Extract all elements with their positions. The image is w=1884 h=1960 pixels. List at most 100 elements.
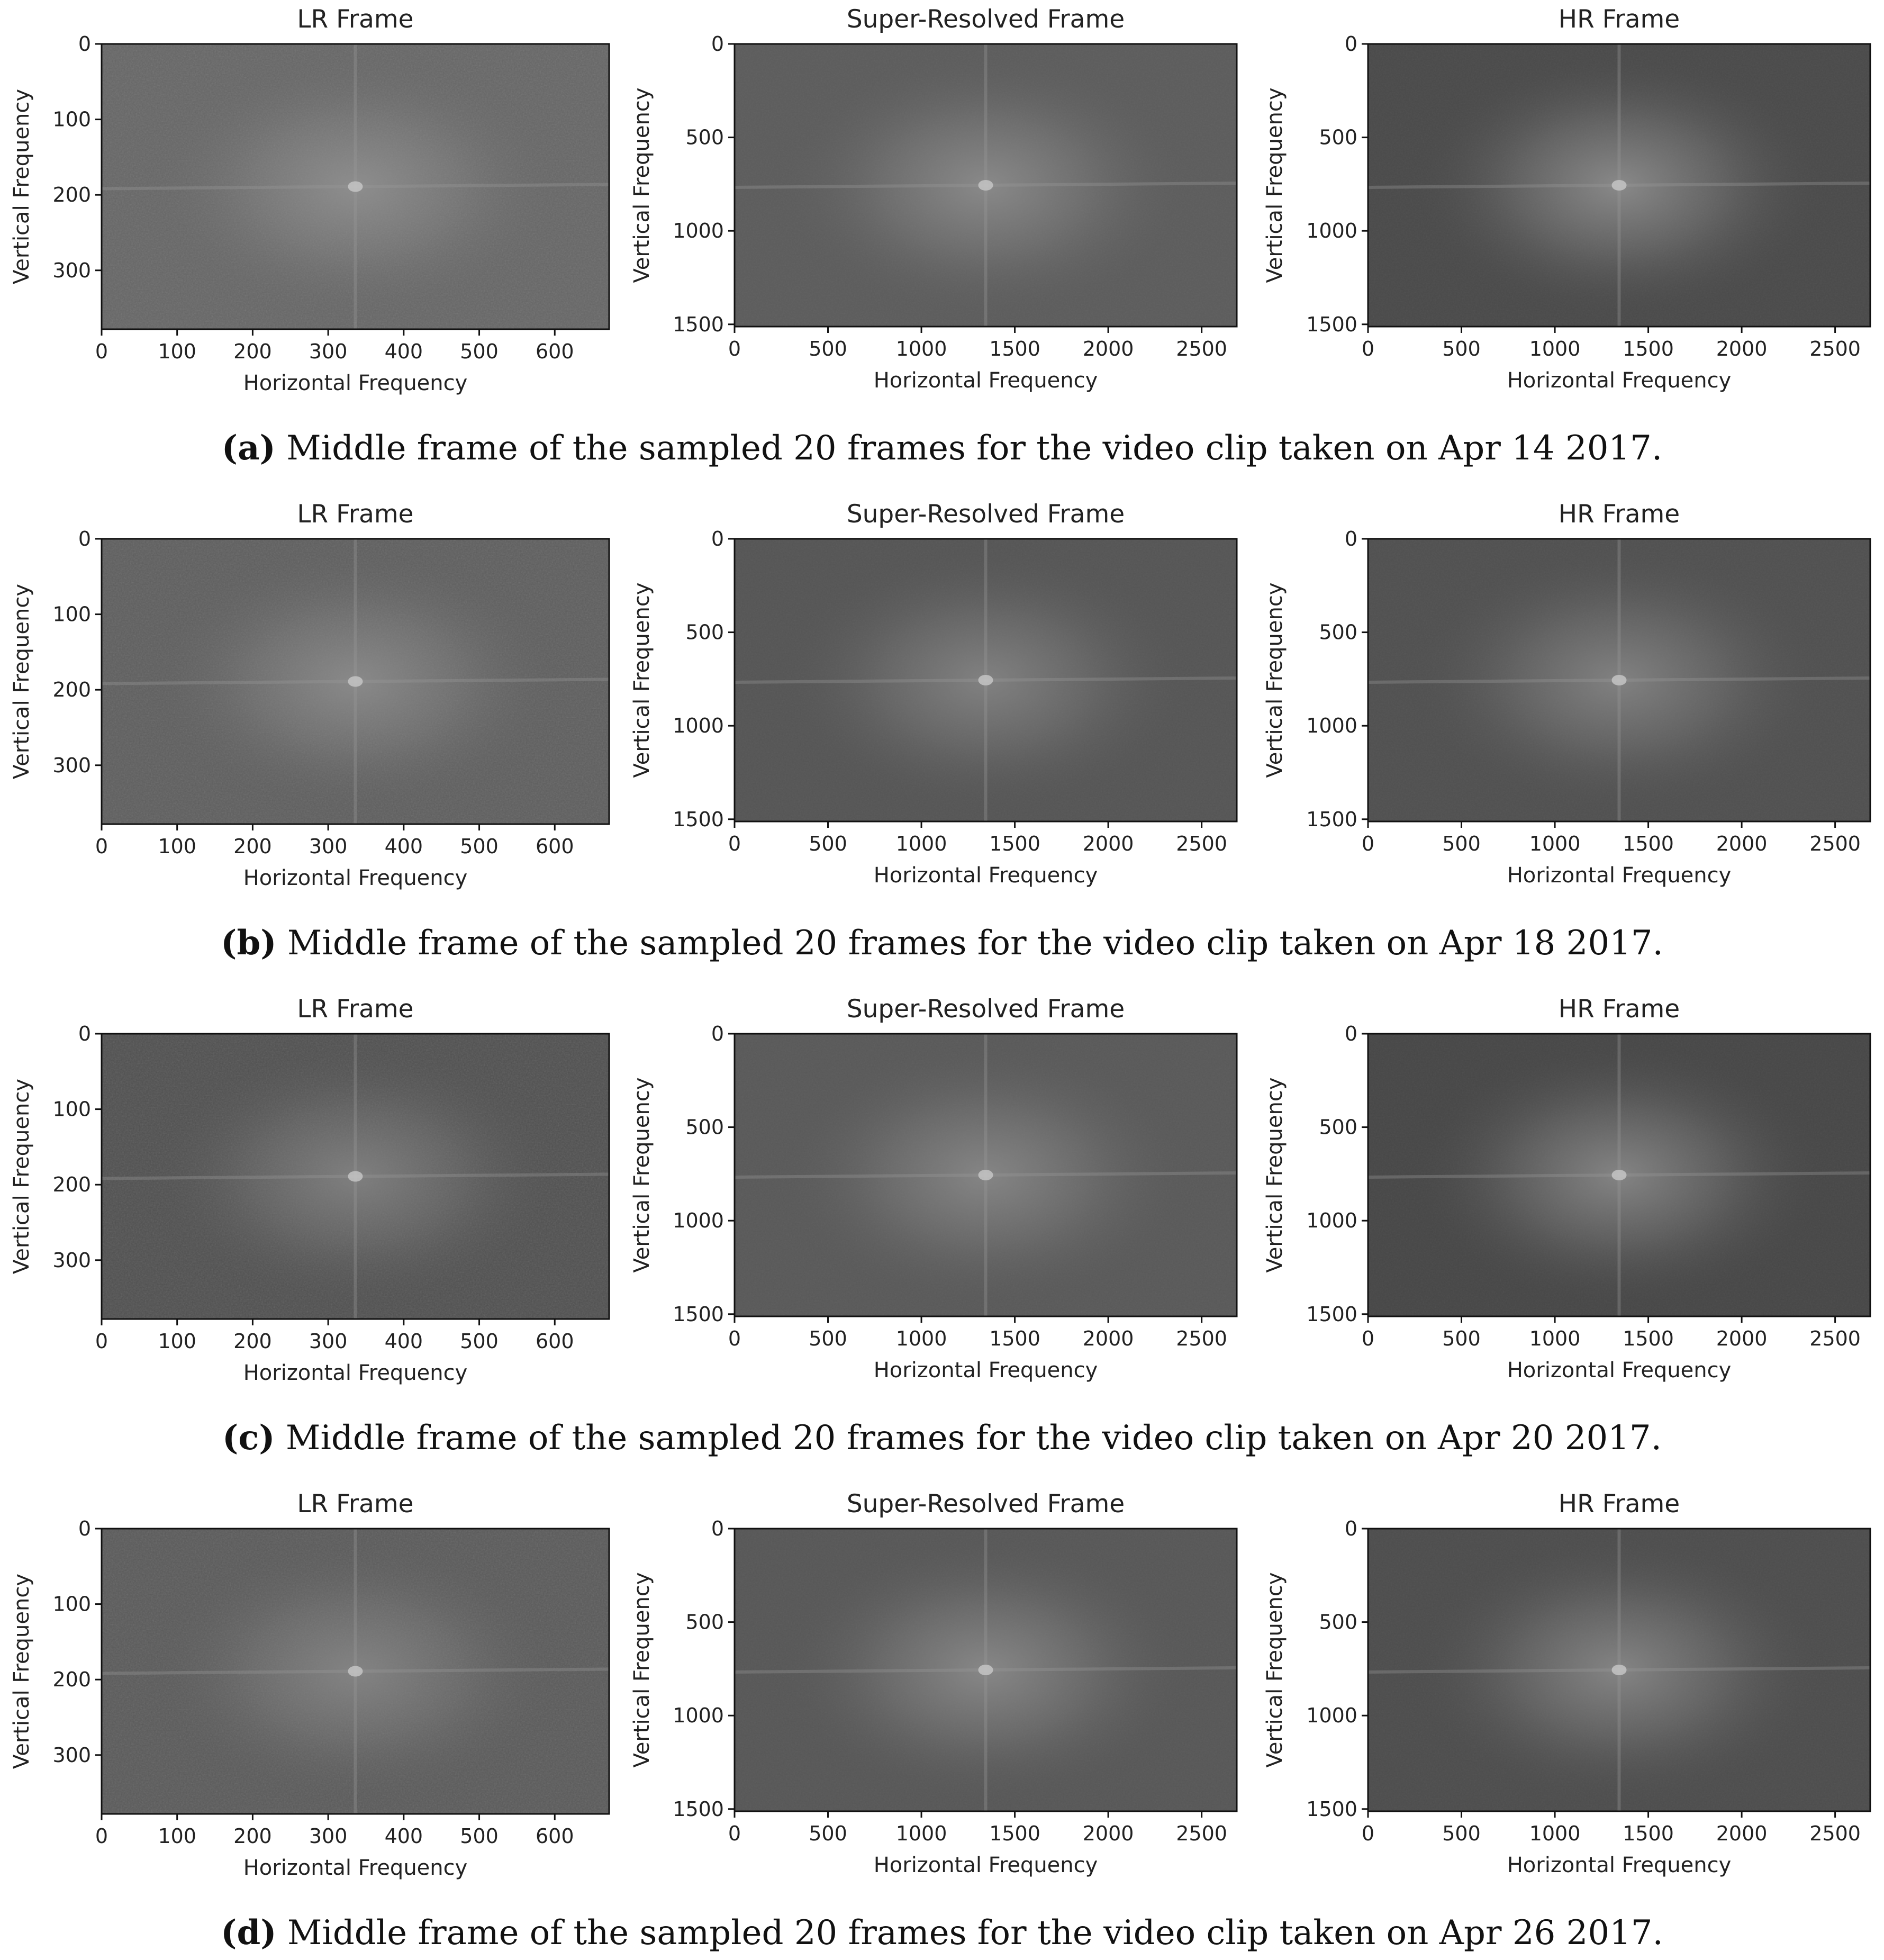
y-tick-label: 100 — [52, 108, 91, 131]
y-tick-label: 1000 — [673, 219, 724, 242]
x-tick-label: 2000 — [1716, 1327, 1768, 1350]
chart-panel-2-2: Super-Resolved Frame 0 500 1000 1500 2000 2500… — [630, 500, 1238, 888]
y-tick-label: 500 — [685, 126, 724, 149]
x-tick-label: 0 — [95, 1824, 108, 1848]
x-tick-label: 500 — [460, 835, 499, 858]
plot-frame — [101, 1528, 610, 1815]
x-tick-label: 2000 — [1083, 1822, 1134, 1845]
x-tick-label: 500 — [809, 1822, 847, 1845]
y-tick-label: 200 — [52, 1173, 91, 1196]
x-tick-label: 1500 — [989, 1327, 1040, 1350]
dc-component-point — [348, 676, 363, 687]
chart-title: LR Frame — [297, 995, 413, 1024]
y-tick-label: 200 — [52, 1668, 91, 1691]
caption-text: Middle frame of the sampled 20 frames fo… — [275, 1419, 1662, 1458]
x-axis-label: Horizontal Frequency — [1507, 863, 1732, 888]
y-tick-label: 500 — [1319, 1116, 1357, 1139]
y-tick-label: 1500 — [673, 313, 724, 336]
y-tick-label: 500 — [1319, 1611, 1357, 1634]
y-tick-label: 200 — [52, 678, 91, 701]
chart-title: HR Frame — [1559, 5, 1680, 34]
y-axis-label: Vertical Frequency — [630, 87, 654, 283]
y-tick-label: 1000 — [1306, 219, 1357, 242]
y-axis-label: Vertical Frequency — [10, 89, 34, 284]
chart-panel-4-2: Super-Resolved Frame 0 500 1000 1500 2000 2500… — [630, 1489, 1238, 1877]
chart-title: LR Frame — [297, 500, 413, 529]
chart-panel-2-3: HR Frame 0 500 1000 1500 2000 2500 0 500 1000 1500… — [1263, 500, 1871, 888]
x-tick-label: 400 — [385, 1824, 423, 1848]
x-tick-label: 500 — [809, 832, 847, 855]
plot-frame — [733, 1033, 1238, 1317]
plot-frame — [1367, 1528, 1871, 1812]
y-tick-label: 0 — [711, 527, 724, 550]
y-tick-label: 1500 — [673, 1303, 724, 1326]
x-axis-label: Horizontal Frequency — [874, 863, 1098, 888]
x-tick-label: 2000 — [1716, 1822, 1768, 1845]
chart-panel-1-2: Super-Resolved Frame 0 500 1000 1500 2000 2500… — [630, 5, 1238, 393]
x-tick-label: 600 — [536, 1824, 574, 1848]
caption-text: Middle frame of the sampled 20 frames fo… — [276, 924, 1663, 963]
y-tick-label: 0 — [78, 32, 91, 56]
x-axis-label: Horizontal Frequency — [874, 1358, 1098, 1383]
x-tick-label: 1000 — [896, 1822, 947, 1845]
x-tick-label: 1000 — [896, 1327, 947, 1350]
x-tick-label: 300 — [309, 1824, 348, 1848]
subfigure-caption: (b) Middle frame of the sampled 20 frame… — [221, 923, 1663, 963]
dc-component-point — [978, 1665, 993, 1675]
x-tick-label: 500 — [460, 1330, 499, 1353]
y-tick-label: 1500 — [1306, 1303, 1357, 1326]
y-tick-label: 1000 — [1306, 1704, 1357, 1727]
chart-title: HR Frame — [1559, 995, 1680, 1024]
y-axis-label: Vertical Frequency — [630, 1572, 654, 1767]
y-tick-label: 300 — [52, 1744, 91, 1767]
plot-frame — [733, 43, 1238, 328]
x-tick-label: 0 — [728, 1327, 741, 1350]
y-tick-label: 100 — [52, 1098, 91, 1121]
y-tick-label: 100 — [52, 603, 91, 626]
plot-frame — [733, 1528, 1238, 1812]
caption-label: (b) — [221, 923, 276, 963]
y-tick-label: 300 — [52, 259, 91, 282]
x-tick-label: 1500 — [989, 832, 1040, 855]
x-tick-label: 500 — [1442, 337, 1481, 360]
x-tick-label: 600 — [536, 1330, 574, 1353]
caption-text: Middle frame of the sampled 20 frames fo… — [276, 1913, 1663, 1953]
y-axis-label: Vertical Frequency — [630, 1077, 654, 1272]
y-tick-label: 500 — [685, 1116, 724, 1139]
x-tick-label: 1500 — [1623, 337, 1674, 360]
y-tick-label: 1500 — [1306, 1798, 1357, 1821]
subfigure-caption: (c) Middle frame of the sampled 20 frame… — [222, 1418, 1662, 1458]
y-axis-label: Vertical Frequency — [1263, 1077, 1287, 1272]
x-tick-label: 1500 — [1623, 832, 1674, 855]
chart-panel-2-1: LR Frame 0 100 200 300 400 500 600 0 100 200 300 Hor… — [10, 500, 610, 890]
x-tick-label: 1500 — [989, 1822, 1040, 1845]
x-tick-label: 2000 — [1716, 337, 1768, 360]
x-tick-label: 1500 — [1623, 1327, 1674, 1350]
y-tick-label: 0 — [1345, 527, 1357, 550]
x-tick-label: 1000 — [1529, 832, 1581, 855]
chart-panel-4-1: LR Frame 0 100 200 300 400 500 600 0 100 200 300 Hor… — [10, 1489, 610, 1880]
y-tick-label: 1000 — [1306, 714, 1357, 737]
x-tick-label: 400 — [385, 1330, 423, 1353]
y-tick-label: 0 — [711, 1022, 724, 1045]
y-tick-label: 0 — [711, 1517, 724, 1540]
x-tick-label: 2500 — [1809, 1327, 1861, 1350]
y-tick-label: 500 — [685, 621, 724, 644]
plot-frame — [1367, 1033, 1871, 1317]
x-tick-label: 1500 — [989, 337, 1040, 360]
x-tick-label: 2500 — [1809, 1822, 1861, 1845]
x-tick-label: 0 — [95, 1330, 108, 1353]
x-tick-label: 200 — [233, 1330, 272, 1353]
y-axis-label: Vertical Frequency — [1263, 1572, 1287, 1767]
x-tick-label: 0 — [1362, 832, 1374, 855]
x-tick-label: 200 — [233, 835, 272, 858]
x-tick-label: 400 — [385, 340, 423, 363]
x-tick-label: 0 — [95, 340, 108, 363]
x-tick-label: 1000 — [1529, 1822, 1581, 1845]
x-tick-label: 0 — [728, 1822, 741, 1845]
x-tick-label: 2500 — [1176, 1822, 1227, 1845]
x-tick-label: 2500 — [1176, 1327, 1227, 1350]
x-tick-label: 2500 — [1809, 832, 1861, 855]
dc-component-point — [1611, 1665, 1627, 1675]
